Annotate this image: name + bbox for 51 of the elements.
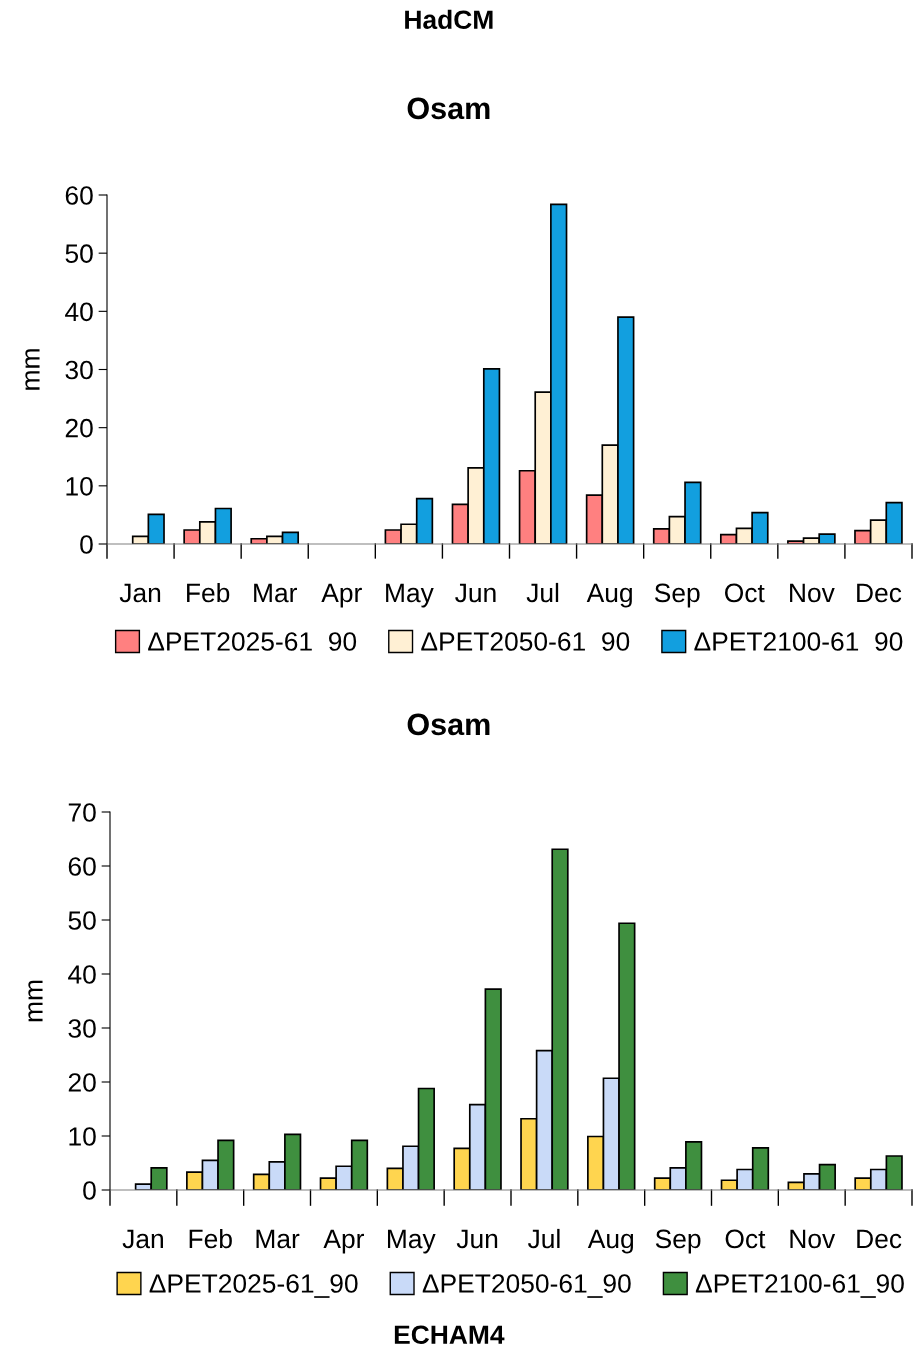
legend-label: ΔPET2050-61 90 — [421, 632, 630, 651]
x-tick-label: May — [387, 1229, 436, 1254]
text: ECHAM4 — [394, 1325, 505, 1345]
x-tick-label: Apr — [323, 1229, 365, 1254]
x-tick-label: Dec — [857, 583, 902, 603]
x-tick-label: Mar — [254, 583, 297, 603]
y-tick-label: 50 — [68, 911, 96, 930]
x-tick-label: Feb — [189, 1228, 232, 1249]
legend-label: ΔPET2100-61_90 — [695, 1274, 904, 1298]
legend-label: ΔPET2025-61 90 — [148, 632, 357, 651]
chart-title: HadCM — [405, 9, 493, 30]
y-tick-label: 70 — [68, 803, 96, 822]
y-tick-label: 40 — [65, 302, 93, 322]
x-tick-label: Jan — [119, 583, 161, 603]
y-tick-label: 0 — [83, 1181, 96, 1200]
y-tick-label: 40 — [68, 965, 96, 984]
x-tick-label: Mar — [256, 1229, 300, 1249]
x-tick-label: May — [386, 583, 434, 608]
x-tick-label: Sep — [655, 1229, 701, 1254]
chart-title: Osam — [407, 713, 490, 736]
x-tick-label: Jul — [526, 582, 559, 603]
legend-label: ΔPET2100-61 90 — [694, 632, 903, 651]
y-tick-label: 60 — [68, 857, 96, 876]
x-tick-label: Oct — [725, 583, 765, 603]
x-tick-label: Jul — [527, 1228, 560, 1249]
chart-subtitle: Osam — [407, 97, 490, 120]
legend-label: ΔPET2050-61_90 — [422, 1274, 631, 1298]
y-tick-label: 30 — [65, 360, 93, 380]
x-tick-label: Dec — [857, 1229, 902, 1249]
x-tick-label: Jun — [455, 583, 496, 603]
x-tick-label: Aug — [586, 583, 632, 608]
y-tick-label: 20 — [68, 1073, 96, 1092]
x-tick-label: Apr — [321, 583, 362, 608]
y-tick-label: 0 — [80, 535, 93, 554]
x-tick-label: Sep — [654, 583, 700, 608]
y-tick-label: 10 — [69, 1127, 96, 1146]
x-tick-label: Jun — [456, 1229, 498, 1249]
y-tick-label: 30 — [68, 1019, 96, 1038]
y-tick-label: 60 — [65, 186, 93, 205]
x-tick-label: Nov — [790, 583, 835, 603]
x-tick-label: Oct — [725, 1229, 766, 1249]
legend-label: ΔPET2025-61_90 — [149, 1274, 358, 1298]
y-tick-label: 50 — [65, 244, 93, 263]
y-axis-title: mm — [28, 980, 43, 1022]
y-tick-label: 10 — [66, 476, 93, 496]
x-tick-label: Jan — [122, 1229, 163, 1249]
x-tick-label: Feb — [187, 582, 230, 603]
y-tick-label: 20 — [65, 418, 93, 438]
x-tick-label: Aug — [587, 1229, 634, 1254]
x-tick-label: Nov — [790, 1229, 836, 1249]
y-axis-title: mm — [25, 349, 40, 390]
